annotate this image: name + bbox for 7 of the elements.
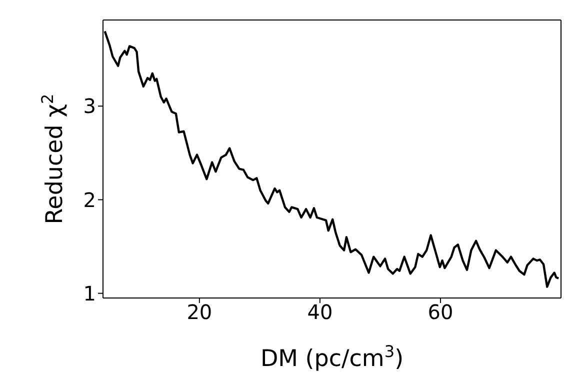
y-tick-label: 1 — [83, 281, 96, 306]
y-tick-label: 2 — [83, 188, 96, 212]
x-tick-label: 60 — [428, 300, 454, 324]
x-tick-label: 20 — [186, 300, 212, 324]
x-axis-title: DM (pc/cm$^{3}$) — [260, 342, 404, 372]
x-tick-label: 40 — [307, 300, 333, 324]
y-tick-label: 3 — [83, 94, 96, 118]
